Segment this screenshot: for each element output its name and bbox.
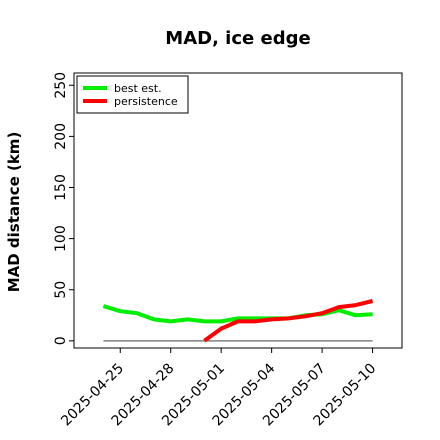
legend: best est. persistence — [76, 75, 189, 114]
series-line-persistence — [203, 299, 374, 343]
y-axis: 0 50 100 150 200 250 — [53, 72, 74, 345]
legend-box — [76, 75, 189, 114]
y-tick-label: 250 — [53, 72, 69, 99]
legend-label-best-est: best est. — [114, 82, 162, 95]
y-tick-label: 0 — [53, 336, 69, 345]
y-tick-label: 100 — [53, 225, 69, 252]
y-tick-label: 200 — [53, 123, 69, 150]
legend-label-persistence: persistence — [114, 95, 178, 108]
chart-title: MAD, ice edge — [165, 28, 310, 49]
y-tick-label: 150 — [53, 174, 69, 201]
plot-frame — [73, 72, 403, 349]
y-tick-label: 50 — [53, 281, 69, 299]
series-layer — [102, 299, 374, 343]
x-axis: 2025-04-252025-04-282025-05-012025-05-04… — [58, 348, 379, 429]
y-axis-label: MAD distance (km) — [5, 132, 23, 293]
